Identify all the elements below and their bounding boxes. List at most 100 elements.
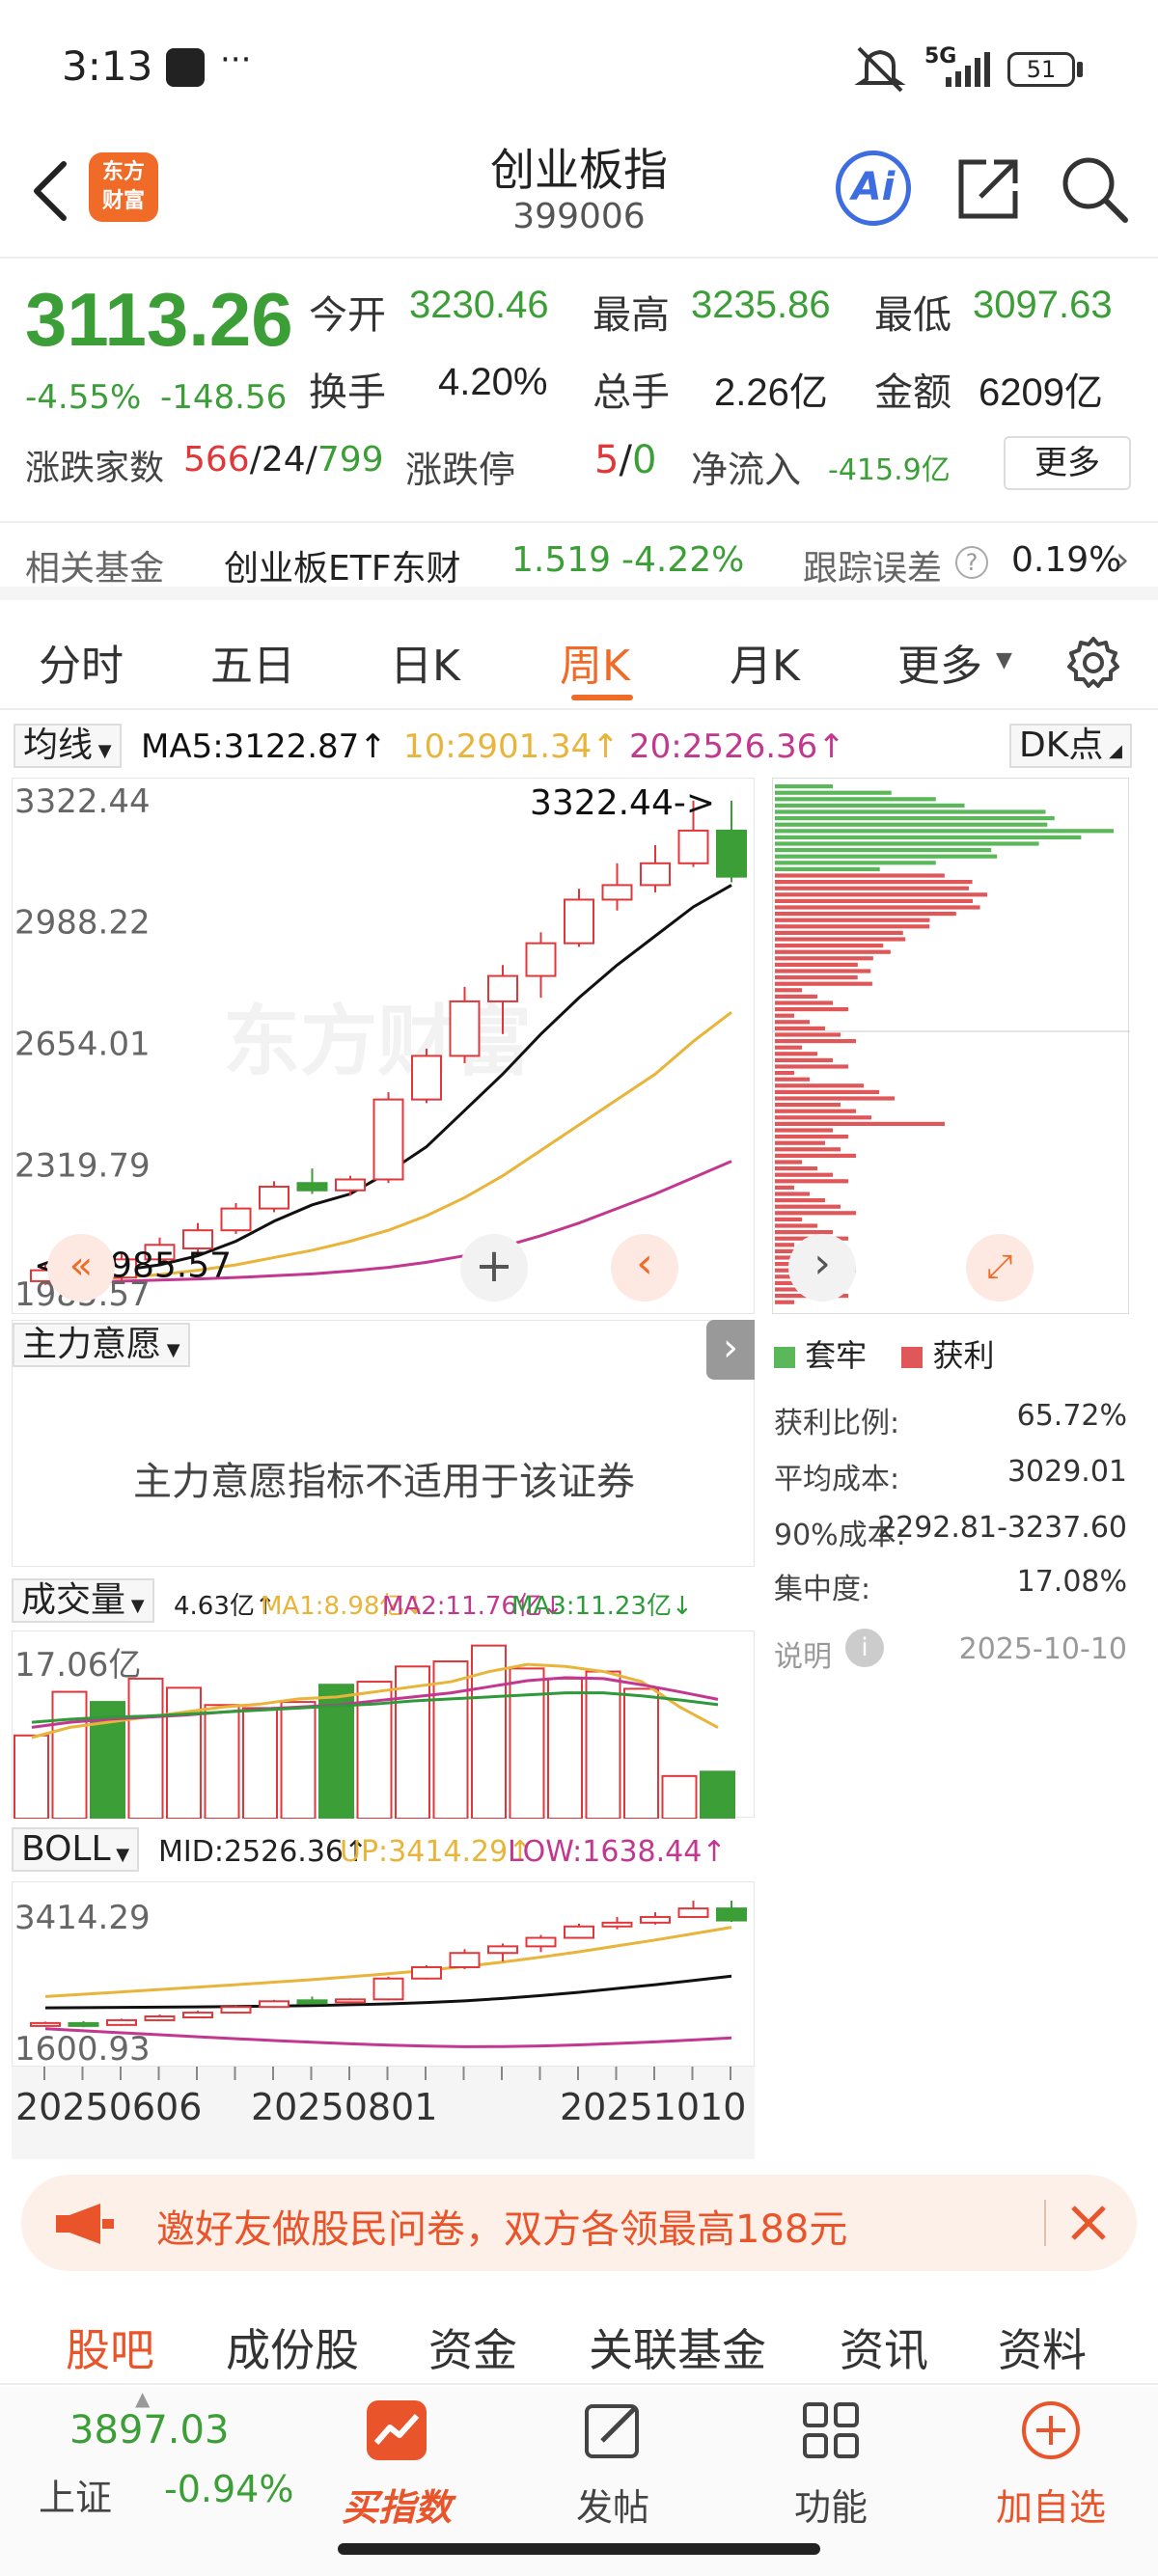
grid-icon[interactable] [797, 2397, 865, 2464]
tab-intraday[interactable]: 分时 [39, 642, 124, 691]
chevron-left-icon[interactable]: ‹ [611, 1234, 678, 1302]
chip-bar [775, 1089, 879, 1094]
volume-bar [14, 1734, 49, 1820]
fund-price: 1.519 [511, 540, 612, 580]
quote-panel: 3113.26 -4.55% -148.56 今开 3230.46 最高 323… [0, 260, 1158, 502]
kline-chart[interactable]: 东方财富 3322.44 2988.22 2654.01 2319.79 3322.4… [12, 778, 755, 1314]
fund-label: 相关基金 [25, 549, 165, 589]
boll-candle-body [144, 2015, 176, 2021]
volume-dropdown[interactable]: 成交量 ▼ [12, 1578, 154, 1623]
more-button[interactable]: 更多 [1004, 436, 1131, 490]
y-tick-label: 3322.44 [14, 782, 151, 821]
boll-dropdown[interactable]: BOLL ▼ [12, 1827, 140, 1872]
chip-bar [775, 1032, 841, 1037]
chip-bar [775, 1109, 856, 1113]
boll-up: UP:3414.29↑ [340, 1835, 533, 1869]
buy-index-label[interactable]: 买指数 [341, 2486, 452, 2529]
chip-bar [775, 1217, 802, 1221]
main-force-dropdown[interactable]: 主力意愿 ▼ [13, 1323, 190, 1367]
y-tick-label: 2654.01 [14, 1026, 151, 1064]
volume-bar [547, 1677, 583, 1820]
volume-bar [127, 1677, 164, 1820]
gear-icon[interactable] [1065, 635, 1121, 691]
search-icon[interactable] [1058, 152, 1131, 226]
close-icon[interactable] [1067, 2202, 1110, 2244]
home-indicator[interactable] [338, 2543, 820, 2555]
turnover-label: 换手 [309, 370, 386, 415]
chip-bar [775, 994, 817, 999]
candle-body [601, 884, 633, 901]
index-ticker[interactable]: ▲ 3897.03 上证 -0.94% [0, 2387, 293, 2576]
banner-divider [1044, 2200, 1046, 2246]
chip-bar [775, 1013, 794, 1018]
tab-constituents[interactable]: 成份股 [226, 2324, 359, 2376]
banner-text[interactable]: 邀好友做股民问卷，双方各领最高188元 [156, 2207, 848, 2252]
share-icon[interactable] [951, 152, 1025, 226]
candle-body [411, 1055, 442, 1101]
boll-chart[interactable]: 3414.29 1600.93 [12, 1881, 755, 2069]
add-circle-icon[interactable] [1017, 2397, 1085, 2464]
tab-five-day[interactable]: 五日 [210, 642, 295, 691]
double-left-icon[interactable]: « [47, 1234, 115, 1302]
tab-weekly-k[interactable]: 周K [560, 642, 630, 691]
change-percent: -4.55% [25, 378, 142, 417]
ma-dropdown[interactable]: 均线 ▼ [14, 724, 122, 768]
chip-bar [775, 1096, 895, 1101]
tab-daily-k[interactable]: 日K [390, 642, 460, 691]
tab-related-funds[interactable]: 关联基金 [589, 2324, 766, 2376]
trend-chart-icon[interactable] [363, 2397, 430, 2464]
survey-banner[interactable]: 邀好友做股民问卷，双方各领最高188元 [21, 2175, 1137, 2271]
volume-chart[interactable]: 17.06亿 [12, 1631, 755, 1821]
volume-current: 4.63亿↑ [174, 1592, 276, 1621]
profit-ratio-value: 65.72% [1016, 1399, 1127, 1433]
candle-body [525, 942, 557, 977]
track-error-value: 0.19% [1011, 540, 1122, 580]
edit-icon[interactable] [579, 2397, 647, 2464]
boll-top-label: 3414.29 [14, 1899, 151, 1937]
fund-name[interactable]: 创业板ETF东财 [224, 549, 461, 589]
boll-candle-body [182, 2012, 213, 2018]
index-name: 上证 [39, 2477, 113, 2519]
boll-candle-body [68, 2021, 99, 2027]
chip-bar [775, 1077, 810, 1082]
chip-bar [775, 1153, 856, 1158]
expand-icon[interactable]: ⤢ [966, 1234, 1034, 1302]
chip-bar [775, 1026, 825, 1030]
zoom-in-icon[interactable]: + [460, 1234, 528, 1302]
note-label[interactable]: 说明 [774, 1640, 832, 1674]
chevron-right-icon[interactable]: › [788, 1234, 856, 1302]
chip-svg [773, 784, 1130, 1304]
chevron-right-icon[interactable]: › [1116, 540, 1130, 580]
function-label[interactable]: 功能 [793, 2486, 868, 2529]
tab-capital[interactable]: 资金 [428, 2324, 517, 2376]
back-icon[interactable] [21, 152, 79, 230]
tab-monthly-k[interactable]: 月K [730, 642, 800, 691]
help-icon[interactable]: ? [955, 546, 988, 579]
boll-candle-body [220, 2006, 252, 2014]
chip-bar [775, 1300, 794, 1304]
post-label[interactable]: 发帖 [575, 2486, 649, 2529]
tab-more[interactable]: 更多 [897, 642, 982, 691]
info-icon[interactable]: i [845, 1629, 884, 1667]
add-watchlist-label[interactable]: 加自选 [995, 2486, 1106, 2529]
tab-profile[interactable]: 资料 [998, 2324, 1087, 2376]
limit-label: 涨跌停 [405, 449, 516, 491]
high-label: 最高 [593, 293, 670, 338]
ai-button[interactable]: Ai [836, 151, 911, 226]
boll-candle-body [564, 1925, 594, 1939]
boll-mid-line [44, 1974, 732, 2010]
tab-guba[interactable]: 股吧 [66, 2324, 154, 2376]
profit-ratio-label: 获利比例: [774, 1407, 900, 1440]
chip-bar [775, 975, 858, 980]
chip-bar [775, 866, 880, 871]
amount-value: 6209亿 [979, 371, 1103, 414]
related-fund-row[interactable]: 相关基金 创业板ETF东财 1.519 -4.22% 跟踪误差 ? 0.19% … [0, 521, 1158, 600]
fund-change: -4.22% [621, 540, 745, 580]
collapse-panel-icon[interactable]: › [706, 1320, 755, 1380]
boll-upper-line [44, 1926, 732, 1998]
boll-bottom-label: 1600.93 [14, 2030, 151, 2068]
chip-bar [775, 1211, 856, 1216]
dk-button[interactable]: DK点 ◢ [1009, 724, 1132, 768]
tab-news[interactable]: 资讯 [840, 2324, 928, 2376]
x-label-mid: 20250801 [251, 2086, 438, 2128]
